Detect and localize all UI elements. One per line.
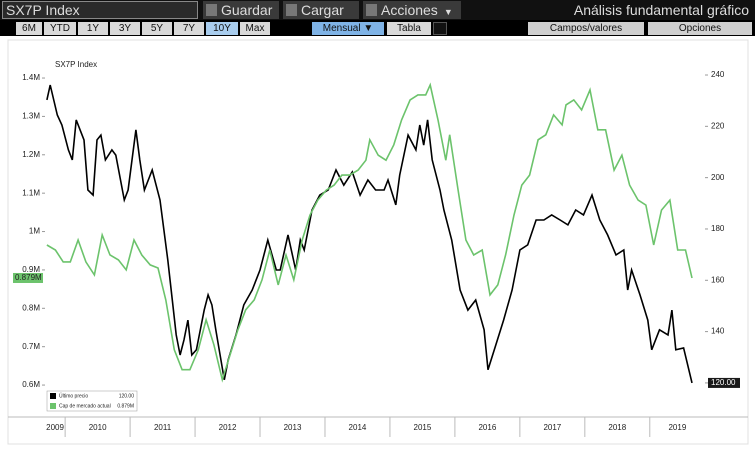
last-value-label: 120.00 (711, 378, 736, 387)
y2-tick-label: 200 (711, 173, 725, 182)
label: Campos/valores (549, 23, 623, 34)
y-tick-label: 0.7M (22, 342, 40, 351)
ticker: SX7P Index (2, 1, 198, 19)
legend-label: Último precio (59, 392, 88, 399)
y-tick-label: 1M (29, 227, 40, 236)
legend-swatch (50, 403, 56, 409)
icon (206, 4, 217, 16)
legend-box (46, 390, 138, 412)
actions-button[interactable]: Acciones ▼ (363, 1, 461, 19)
x-tick-label: 2015 (414, 423, 432, 432)
title-bar: SX7P Index Guardar Cargar Acciones ▼ Anál… (0, 0, 755, 20)
y2-tick-label: 180 (711, 224, 725, 233)
view-title: Análisis fundamental gráfico (573, 2, 749, 18)
chart: SX7P Index 0.6M 0.7M 0.8M 0.9M 1M 1.1M 1.2M 1.3… (7, 39, 749, 445)
x-tick-label: 2012 (219, 423, 237, 432)
y2-tick-label: 140 (711, 327, 725, 336)
last-value-tag (708, 377, 740, 388)
series-line (46, 82, 693, 383)
dropdown-arrow: ▼ (443, 7, 453, 17)
y-tick-label: 0.9M (22, 265, 40, 274)
dropdown-arrow: ▼ (360, 23, 374, 34)
x-tick-label: 2018 (608, 423, 626, 432)
series-line (46, 84, 693, 384)
label: Cargar (301, 2, 344, 18)
range-button[interactable]: 6M (16, 22, 42, 35)
x-tick-label: 2014 (349, 423, 367, 432)
y-tick-label: 0.6M (22, 380, 40, 389)
range-button[interactable]: YTD (44, 22, 76, 35)
legend-value: 0.879M (117, 403, 134, 409)
chart-background (7, 39, 749, 445)
x-tick-label: 2009 (46, 423, 64, 432)
x-tick-label: 2010 (89, 423, 107, 432)
x-tick-label: 2011 (154, 423, 172, 432)
last-value-label: 0.879M (15, 273, 42, 282)
x-tick-label: 2016 (478, 423, 496, 432)
legend-swatch (50, 393, 56, 399)
save-button[interactable]: Guardar (203, 1, 279, 19)
color-swatch[interactable] (433, 22, 447, 35)
y-tick-label: 1.3M (22, 112, 40, 121)
range-button[interactable]: 3Y (110, 22, 140, 35)
legend-value: 120.00 (119, 393, 135, 399)
range-button[interactable]: Max (240, 22, 270, 35)
y2-tick-label: 240 (711, 70, 725, 79)
range-button[interactable]: 5Y (142, 22, 172, 35)
range-button[interactable]: 10Y (206, 22, 238, 35)
label: Mensual (322, 23, 361, 34)
icon (366, 4, 377, 16)
y-tick-label: 0.8M (22, 303, 40, 312)
table-button[interactable]: Tabla (387, 22, 431, 35)
range-button[interactable]: 7Y (174, 22, 204, 35)
y-tick-label: 1.2M (22, 150, 40, 159)
y2-tick-label: 160 (711, 275, 725, 284)
x-tick-label: 2019 (668, 423, 686, 432)
chart-title: SX7P Index (55, 60, 97, 69)
y-tick-label: 1.1M (22, 188, 40, 197)
y2-tick-label: 220 (711, 121, 725, 130)
range-bar: Max 10Y 7Y 5Y 3Y 1Y YTD 6M Mensual ▼ Tabla Camp… (0, 20, 755, 36)
fields-button[interactable]: Campos/valores (528, 22, 644, 35)
x-tick-label: 2013 (284, 423, 302, 432)
legend-label: Cap de mercado actual (59, 403, 111, 409)
label: Opciones (678, 23, 722, 34)
range-button[interactable]: 1Y (78, 22, 108, 35)
label: Acciones (381, 2, 438, 18)
frequency-dropdown[interactable]: Mensual ▼ (312, 22, 384, 35)
options-button[interactable]: Opciones (648, 22, 752, 35)
y-tick-label: 1.4M (22, 73, 40, 82)
load-button[interactable]: Cargar (283, 1, 359, 19)
last-value-tag (13, 272, 43, 283)
label: Guardar (221, 2, 273, 18)
icon (286, 4, 297, 16)
x-tick-label: 2017 (543, 423, 561, 432)
